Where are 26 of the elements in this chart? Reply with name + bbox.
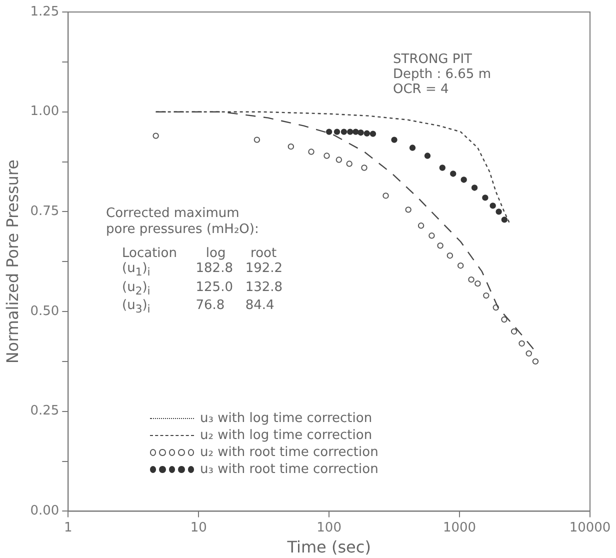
y-tick-label: 0.25 <box>30 404 60 419</box>
annotation: Location log root <box>122 246 278 261</box>
x-tick-label: 1 <box>64 520 72 536</box>
annotation: Depth : 6.65 m <box>393 67 491 82</box>
text: (u$_{1}$)$_{i}$ 182.8 192.2 <box>122 261 283 279</box>
x-axis-title: Time (sec) <box>286 538 371 557</box>
y-tick-label: 0.00 <box>30 504 60 519</box>
legend-label: u₂ with root time correction <box>200 445 378 460</box>
annotation: STRONG PIT <box>393 52 474 67</box>
x-tick-label: 10000 <box>569 520 611 536</box>
legend-label: u₃ with log time correction <box>200 411 372 426</box>
legend-label: u₃ with root time correction <box>200 462 378 477</box>
y-tick-label: 1.25 <box>30 4 60 20</box>
annotation: pore pressures (mH₂O): <box>106 222 259 238</box>
annotation: Corrected maximum <box>106 206 240 222</box>
x-tick-label: 10 <box>190 520 207 536</box>
y-tick-label: 0.75 <box>30 204 60 220</box>
text: (u$_{3}$)$_{i}$ 76.8 84.4 <box>122 298 274 316</box>
legend-label: u₂ with log time correction <box>200 428 372 443</box>
x-tick-label: 1000 <box>442 520 476 536</box>
x-tick-label: 100 <box>316 520 342 536</box>
text: (u$_{2}$)$_{i}$ 125.0 132.8 <box>122 280 283 298</box>
y-tick-label: 1.00 <box>30 104 60 120</box>
y-axis-title: Normalized Pore Pressure <box>2 160 22 364</box>
annotation: OCR = 4 <box>393 82 450 97</box>
y-tick-label: 0.50 <box>30 304 60 319</box>
